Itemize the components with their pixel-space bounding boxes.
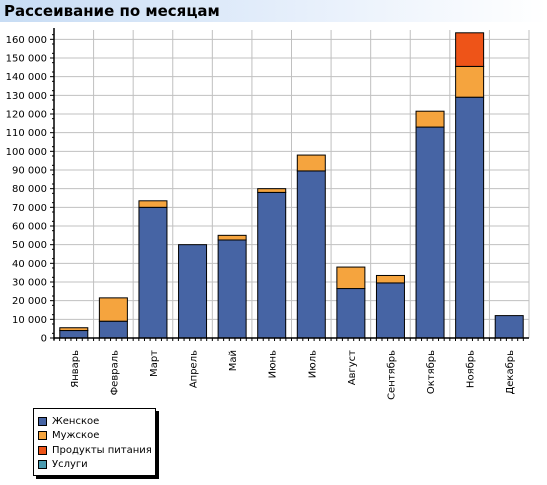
legend-swatch-male — [38, 430, 47, 440]
bar-segment — [59, 327, 89, 332]
bar-segment — [98, 320, 128, 339]
y-tick-label: 80 000 — [12, 184, 47, 195]
bar-segment — [375, 274, 405, 284]
bar-segment — [59, 330, 89, 339]
legend-swatch-food — [38, 445, 47, 455]
legend-item-food: Продукты питания — [38, 443, 152, 457]
x-tick-label: Декабрь — [505, 350, 516, 395]
bar-segment — [217, 234, 247, 241]
legend-label-services: Услуги — [52, 458, 88, 470]
x-tick-label: Май — [228, 350, 239, 371]
legend-label-food: Продукты питания — [52, 444, 152, 456]
legend-item-male: Мужское — [38, 428, 99, 442]
x-tick-label: Июль — [307, 350, 318, 378]
x-tick-label: Ноябрь — [466, 350, 477, 388]
y-tick-label: 30 000 — [12, 278, 47, 289]
bar-segment — [336, 266, 366, 290]
y-tick-label: 0 — [41, 334, 47, 345]
legend-swatch-services — [38, 459, 47, 469]
y-tick-label: 40 000 — [12, 259, 47, 270]
bar-segment — [178, 244, 208, 339]
y-tick-label: 90 000 — [12, 166, 47, 177]
x-tick-label: Апрель — [189, 350, 200, 388]
bar-segment — [455, 65, 485, 98]
bar-segment — [217, 239, 247, 339]
x-tick-label: Март — [149, 350, 160, 377]
chart-title: Рассеивание по месяцам — [4, 2, 220, 20]
x-tick-label: Август — [347, 350, 358, 385]
x-tick-label: Октябрь — [426, 350, 437, 394]
y-tick-label: 120 000 — [6, 110, 47, 121]
legend-label-male: Мужское — [52, 429, 100, 441]
x-tick-label: Февраль — [109, 350, 120, 396]
bar-segment — [296, 170, 326, 339]
legend-item-services: Услуги — [38, 457, 88, 471]
x-tick-label: Январь — [70, 350, 81, 388]
bar-segment — [296, 154, 326, 172]
y-tick-label: 140 000 — [6, 72, 47, 83]
y-tick-label: 50 000 — [12, 240, 47, 251]
legend-item-female: Женское — [38, 414, 99, 428]
y-tick-label: 150 000 — [6, 54, 47, 65]
bar-segment — [257, 191, 287, 339]
bar-segment — [336, 288, 366, 339]
legend-label-female: Женское — [52, 415, 100, 427]
bar-segment — [138, 206, 168, 339]
chart-legend: Женское Мужское Продукты питания Услуги — [33, 408, 156, 476]
y-tick-label: 160 000 — [6, 35, 47, 46]
bar-segment — [138, 200, 168, 208]
y-tick-label: 110 000 — [6, 128, 47, 139]
bar-segment — [257, 188, 287, 193]
bar-segment — [98, 297, 128, 322]
x-tick-label: Сентябрь — [386, 350, 397, 400]
bar-segment — [494, 315, 524, 339]
bar-segment — [455, 32, 485, 67]
y-tick-label: 130 000 — [6, 91, 47, 102]
bar-segment — [415, 126, 445, 339]
chart-title-bar: Рассеивание по месяцам — [0, 0, 547, 22]
bar-segment — [415, 110, 445, 128]
y-tick-label: 70 000 — [12, 203, 47, 214]
y-tick-label: 20 000 — [12, 296, 47, 307]
y-tick-label: 10 000 — [12, 315, 47, 326]
legend-swatch-female — [38, 416, 47, 426]
stacked-bar-chart: 0 10 000 20 000 30 000 40 000 50 000 60 000 70 … — [6, 28, 530, 400]
bar-segment — [455, 96, 485, 339]
y-tick-label: 100 000 — [6, 147, 47, 158]
bar-segment — [375, 282, 405, 339]
x-tick-label: Июнь — [268, 350, 279, 378]
y-tick-label: 60 000 — [12, 222, 47, 233]
